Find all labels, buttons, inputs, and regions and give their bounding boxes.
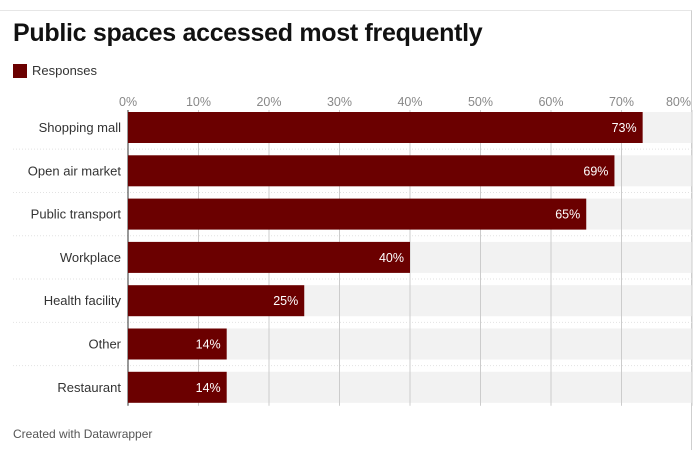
x-tick-label: 60% bbox=[538, 95, 563, 109]
bar bbox=[128, 198, 587, 230]
chart-title: Public spaces accessed most frequently bbox=[13, 19, 483, 47]
bar-value-label: 73% bbox=[612, 121, 637, 135]
bar-value-label: 40% bbox=[379, 251, 404, 265]
x-tick-label: 0% bbox=[119, 95, 137, 109]
bar bbox=[128, 328, 227, 360]
bar bbox=[128, 285, 305, 317]
legend: Responses bbox=[13, 63, 97, 78]
x-tick-label: 70% bbox=[609, 95, 634, 109]
x-tick-label: 40% bbox=[397, 95, 422, 109]
bar-value-label: 14% bbox=[196, 338, 221, 352]
category-label: Workplace bbox=[60, 250, 121, 265]
bar-value-label: 65% bbox=[555, 208, 580, 222]
bar bbox=[128, 112, 643, 143]
x-tick-label: 20% bbox=[256, 95, 281, 109]
bar bbox=[128, 241, 410, 273]
category-label: Restaurant bbox=[57, 380, 121, 395]
x-tick-label: 80% bbox=[666, 95, 691, 109]
footer-credit: Created with Datawrapper bbox=[13, 427, 153, 441]
bar-value-label: 14% bbox=[196, 381, 221, 395]
category-label: Shopping mall bbox=[39, 120, 121, 135]
legend-label: Responses bbox=[32, 63, 98, 78]
bar bbox=[128, 155, 615, 187]
x-tick-label: 30% bbox=[327, 95, 352, 109]
bar bbox=[128, 371, 227, 403]
category-label: Open air market bbox=[28, 163, 122, 178]
x-tick-label: 10% bbox=[186, 95, 211, 109]
legend-swatch bbox=[13, 63, 27, 78]
category-label: Other bbox=[88, 337, 121, 352]
category-label: Public transport bbox=[31, 207, 122, 222]
bar-value-label: 69% bbox=[583, 164, 608, 178]
bar-value-label: 25% bbox=[273, 294, 298, 308]
x-tick-label: 50% bbox=[468, 95, 493, 109]
category-label: Health facility bbox=[44, 293, 122, 308]
